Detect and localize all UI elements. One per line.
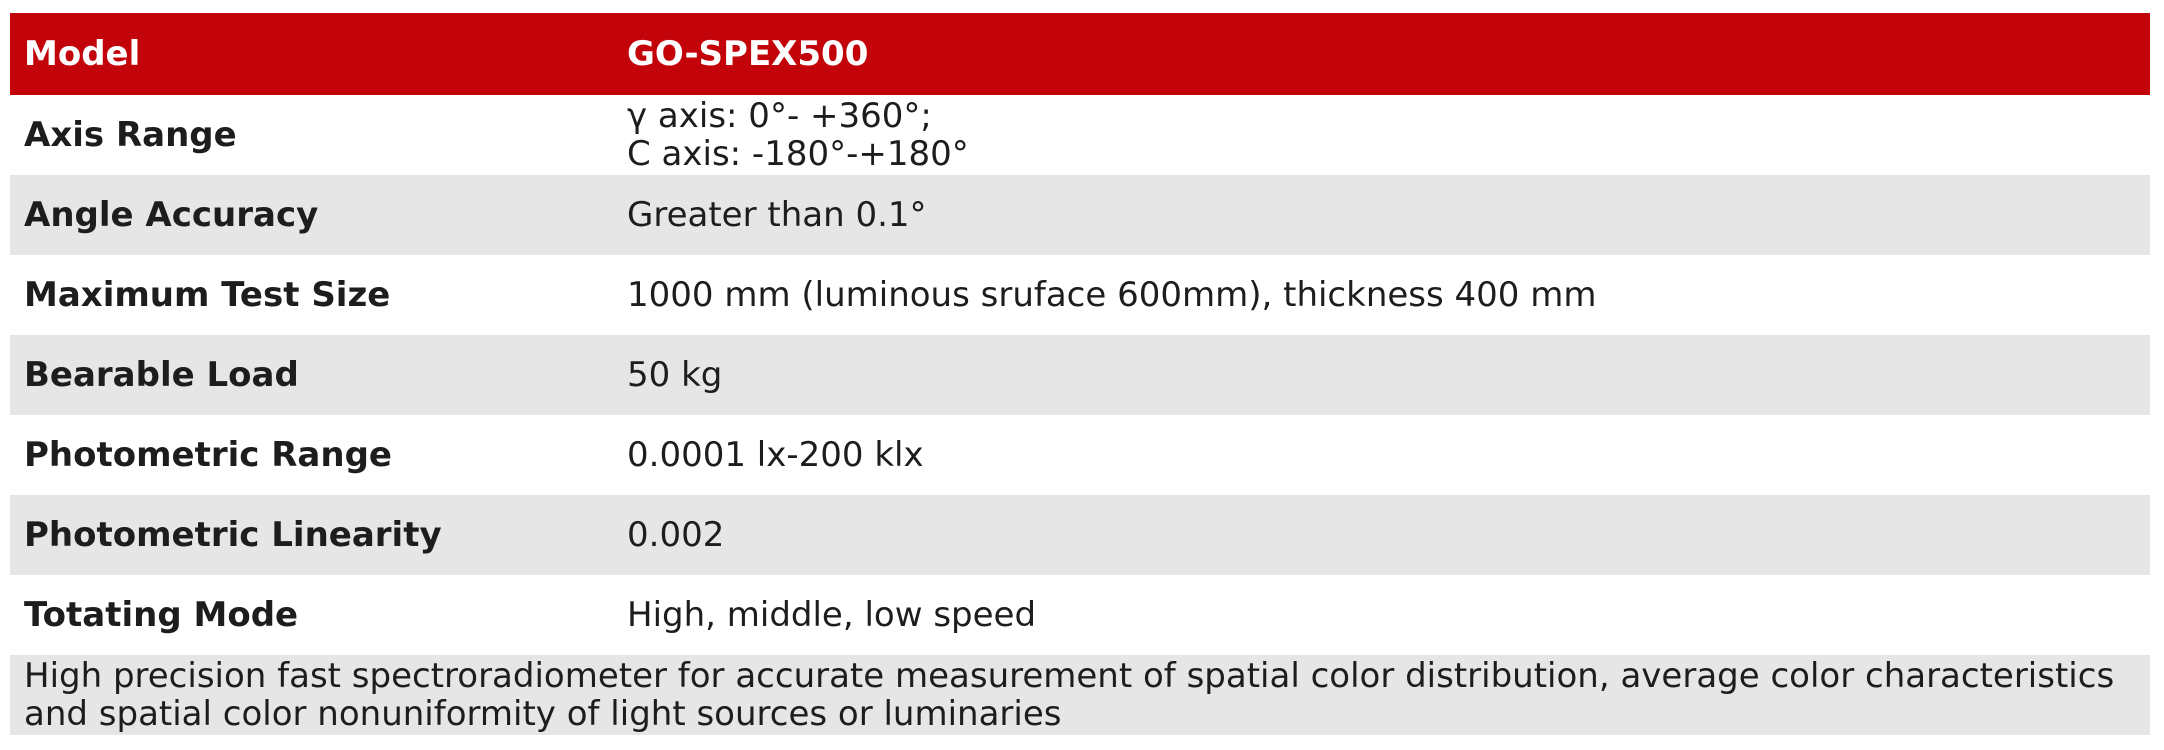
spec-row-photometric-range: Photometric Range 0.0001 lx-200 klx xyxy=(10,415,2150,495)
spec-value: 0.0001 lx-200 klx xyxy=(627,435,924,475)
header-label-model: Model xyxy=(24,34,141,74)
spec-value: 0.002 xyxy=(627,515,725,555)
spec-row-angle-accuracy: Angle Accuracy Greater than 0.1° xyxy=(10,175,2150,255)
spec-value: 1000 mm (luminous sruface 600mm), thickn… xyxy=(627,275,1597,315)
spec-label: Photometric Range xyxy=(24,435,392,475)
spec-label: Photometric Linearity xyxy=(24,515,442,555)
spec-value: Greater than 0.1° xyxy=(627,195,927,235)
spec-row-axis-range: Axis Range γ axis: 0°- +360°; C axis: -1… xyxy=(10,95,2150,175)
spec-label: Totating Mode xyxy=(24,595,299,635)
spec-value: γ axis: 0°- +360°; C axis: -180°-+180° xyxy=(627,96,969,174)
header-value-model-name: GO-SPEX500 xyxy=(627,34,869,74)
spec-value: 50 kg xyxy=(627,355,723,395)
spec-table-description: High precision fast spectroradiometer fo… xyxy=(10,655,2150,735)
spec-row-maximum-test-size: Maximum Test Size 1000 mm (luminous sruf… xyxy=(10,255,2150,335)
spec-row-photometric-linearity: Photometric Linearity 0.002 xyxy=(10,495,2150,575)
spec-table: Model GO-SPEX500 Axis Range γ axis: 0°- … xyxy=(10,13,2150,735)
spec-table-header-row: Model GO-SPEX500 xyxy=(10,13,2150,95)
spec-label: Maximum Test Size xyxy=(24,275,391,315)
spec-label: Axis Range xyxy=(24,115,237,155)
spec-label: Bearable Load xyxy=(24,355,299,395)
spec-label: Angle Accuracy xyxy=(24,195,319,235)
spec-row-bearable-load: Bearable Load 50 kg xyxy=(10,335,2150,415)
spec-value: High, middle, low speed xyxy=(627,595,1037,635)
spec-row-totating-mode: Totating Mode High, middle, low speed xyxy=(10,575,2150,655)
